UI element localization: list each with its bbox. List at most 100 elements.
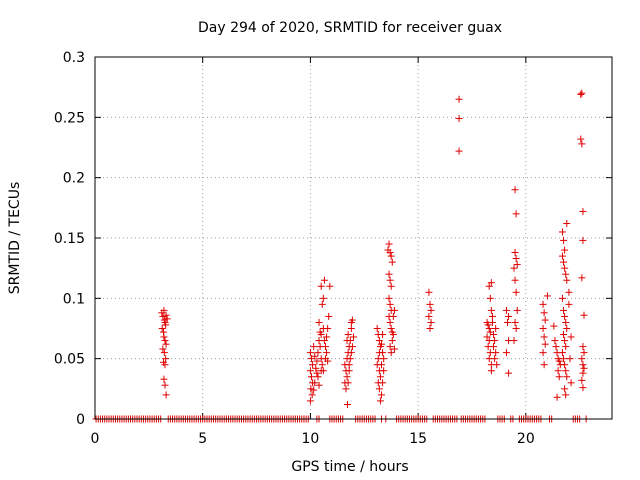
data-point: [553, 393, 561, 401]
data-point: [385, 294, 393, 302]
data-point: [560, 355, 568, 363]
data-point: [162, 391, 170, 399]
data-point: [511, 186, 519, 194]
data-point: [160, 375, 168, 383]
x-tick-label: 5: [198, 431, 207, 447]
data-point: [350, 333, 357, 341]
data-point: [310, 386, 318, 394]
data-point: [554, 367, 562, 375]
data-point: [577, 90, 585, 98]
data-point: [311, 379, 319, 387]
data-point: [562, 391, 570, 399]
data-point: [539, 300, 547, 308]
data-point: [386, 318, 394, 326]
data-point: [492, 325, 500, 332]
data-point: [306, 397, 314, 405]
data-point: [343, 373, 351, 381]
data-point: [314, 373, 322, 381]
data-point: [326, 282, 334, 290]
data-point: [485, 282, 493, 290]
data-point: [563, 373, 571, 381]
data-point: [379, 379, 387, 387]
data-point: [539, 325, 547, 332]
data-point: [580, 364, 588, 372]
data-point: [308, 391, 316, 399]
data-point: [344, 331, 352, 339]
data-point: [319, 367, 327, 375]
data-point: [320, 276, 328, 284]
data-point: [319, 294, 327, 302]
data-point: [315, 318, 323, 326]
data-point: [560, 306, 568, 314]
data-point: [379, 349, 387, 357]
data-point: [315, 381, 323, 389]
data-point: [540, 333, 548, 341]
plot-area-frame: [94, 56, 613, 420]
y-tick-label: 0.3: [63, 50, 85, 66]
data-point: [388, 258, 396, 266]
data-point: [578, 376, 586, 384]
data-point: [492, 349, 500, 357]
data-point: [161, 337, 169, 345]
data-point: [324, 357, 332, 365]
data-point: [488, 318, 496, 326]
data-point: [306, 367, 314, 375]
data-point: [160, 306, 168, 314]
data-point: [487, 306, 495, 314]
data-point: [379, 331, 387, 339]
data-point: [390, 345, 398, 353]
data-point: [325, 312, 333, 320]
data-point: [323, 349, 331, 357]
data-point: [491, 355, 499, 363]
data-point: [579, 384, 587, 392]
data-point: [427, 306, 435, 314]
data-point: [158, 325, 166, 332]
grid-lines: [95, 57, 612, 419]
data-point: [373, 325, 381, 332]
data-point: [348, 343, 356, 351]
data-point: [578, 355, 586, 363]
data-point: [502, 349, 510, 357]
data-point: [389, 331, 397, 339]
data-point: [558, 294, 566, 302]
data-point: [543, 292, 551, 300]
data-point: [386, 248, 394, 256]
y-tick-label: 0.2: [63, 171, 85, 187]
data-point: [562, 318, 570, 326]
data-point: [558, 252, 566, 260]
data-point: [390, 306, 398, 314]
data-point: [510, 337, 518, 345]
data-point: [565, 288, 573, 296]
data-point: [505, 369, 513, 377]
data-point: [342, 385, 350, 393]
data-point: [563, 220, 571, 228]
data-point: [560, 236, 568, 244]
data-point: [345, 367, 353, 375]
data-point: [577, 135, 585, 143]
data-point: [376, 397, 384, 405]
data-point: [565, 300, 573, 308]
data-point: [162, 321, 170, 329]
data-point: [539, 349, 547, 357]
data-point: [307, 373, 315, 381]
data-point: [347, 318, 355, 326]
data-point: [425, 288, 433, 296]
data-point: [485, 325, 493, 332]
data-point: [540, 361, 548, 369]
data-point: [566, 355, 574, 363]
data-point: [163, 315, 171, 323]
data-point: [561, 337, 569, 345]
data-point: [385, 240, 393, 248]
data-point: [561, 264, 569, 272]
data-point: [484, 321, 492, 329]
data-point: [387, 282, 395, 290]
y-axis-label: SRMTID / TECUs: [7, 182, 23, 295]
data-point: [578, 89, 586, 97]
data-point: [347, 325, 355, 332]
data-point: [491, 337, 499, 345]
x-axis-label: GPS time / hours: [291, 459, 408, 475]
data-point: [487, 279, 495, 287]
x-tick-label: 0: [91, 431, 100, 447]
data-point: [511, 248, 519, 256]
